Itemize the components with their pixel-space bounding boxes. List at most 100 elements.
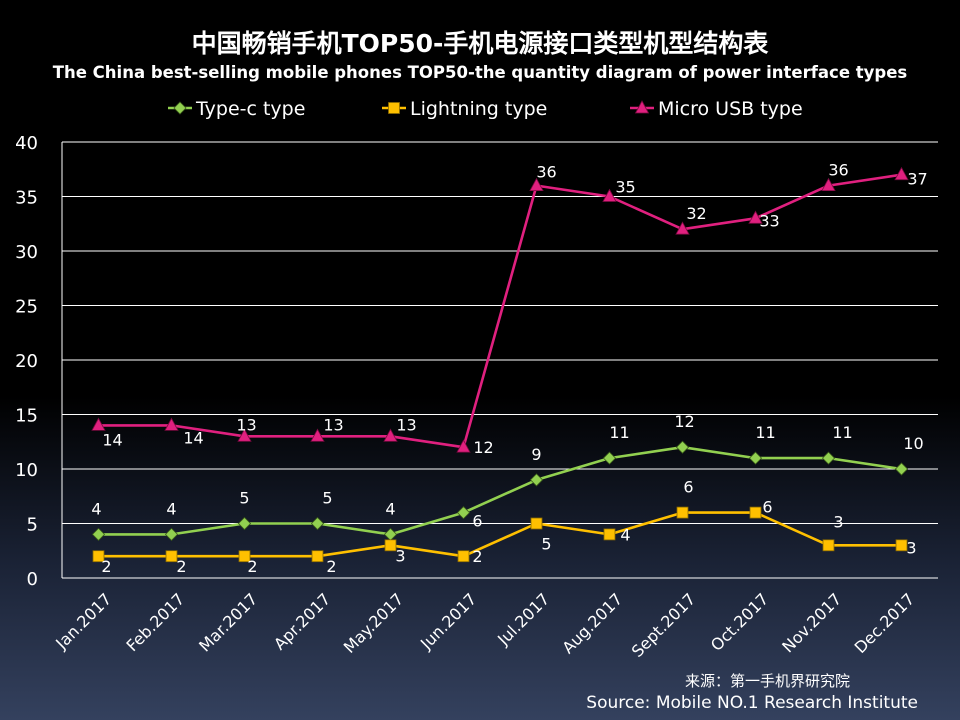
data-label: 5 — [322, 489, 332, 508]
series-line — [98, 173, 902, 449]
data-label: 13 — [396, 415, 416, 434]
x-tick-label: Nov.2017 — [778, 589, 845, 656]
data-label: 2 — [101, 557, 111, 576]
chart-title: 中国畅销手机TOP50-手机电源接口类型机型结构表 — [192, 29, 770, 58]
data-point — [675, 440, 690, 454]
data-point — [237, 516, 252, 531]
chart-subtitle: The China best-selling mobile phones TOP… — [53, 63, 908, 82]
data-point — [164, 417, 179, 431]
data-label: 36 — [828, 161, 848, 180]
data-label: 33 — [759, 211, 779, 230]
y-tick-label: 25 — [15, 297, 38, 318]
legend-item-micro-usb-type: Micro USB type — [630, 98, 803, 120]
data-point — [821, 451, 836, 465]
data-label: 11 — [755, 423, 775, 442]
data-label: 35 — [615, 178, 635, 197]
x-tick-label: Jun.2017 — [416, 589, 480, 653]
legend-label: Type-c type — [195, 98, 305, 120]
y-tick-label: 10 — [15, 460, 38, 481]
data-point — [238, 550, 251, 563]
series-line — [98, 511, 902, 558]
data-point — [529, 177, 544, 192]
data-point — [457, 550, 470, 563]
x-tick-label: Feb.2017 — [122, 589, 188, 655]
data-label: 6 — [683, 478, 693, 497]
data-label: 4 — [91, 499, 101, 518]
data-label: 2 — [247, 557, 257, 576]
legend-label: Micro USB type — [658, 98, 803, 120]
legend-item-lightning-type: Lightning type — [382, 98, 547, 120]
data-label: 12 — [473, 438, 493, 457]
y-tick-label: 40 — [15, 133, 38, 154]
data-label: 3 — [833, 512, 843, 531]
data-point — [894, 462, 909, 476]
data-point — [749, 506, 762, 519]
data-point — [748, 451, 763, 465]
data-point — [456, 506, 471, 520]
data-point — [894, 166, 909, 181]
data-point — [822, 539, 835, 552]
y-tick-label: 35 — [15, 188, 38, 209]
x-tick-label: Sept.2017 — [628, 589, 700, 661]
data-label: 3 — [906, 538, 916, 557]
x-axis: Jan.2017 Feb.2017 Mar.2017 Apr.2017 May.2017… — [51, 589, 918, 661]
legend-marker — [388, 102, 400, 114]
data-label: 36 — [536, 163, 556, 182]
data-label: 4 — [166, 499, 176, 518]
x-tick-label: Aug.2017 — [558, 589, 626, 657]
data-point — [91, 527, 106, 541]
source-en: Source: Mobile NO.1 Research Institute — [586, 693, 918, 713]
data-label: 3 — [395, 546, 405, 565]
source-cn: 来源：第一手机界研究院 — [685, 672, 850, 690]
y-tick-label: 5 — [27, 515, 38, 536]
legend-marker — [634, 100, 650, 114]
data-point — [92, 550, 105, 563]
gridlines — [62, 141, 938, 579]
data-point — [603, 528, 616, 541]
x-tick-label: May.2017 — [340, 589, 408, 657]
x-tick-label: Dec.2017 — [851, 589, 919, 657]
legend-marker — [173, 101, 187, 115]
y-tick-label: 20 — [15, 351, 38, 372]
data-point — [602, 188, 617, 202]
data-point — [310, 516, 325, 531]
x-tick-label: Mar.2017 — [195, 589, 261, 655]
data-point — [748, 210, 763, 224]
data-label: 5 — [541, 535, 551, 554]
data-point — [675, 221, 690, 235]
data-label: 4 — [620, 525, 630, 544]
legend-item-type-c-type: Type-c type — [168, 98, 305, 120]
data-label: 14 — [183, 428, 203, 447]
series-lightning-type: 2 2 2 2 3 2 5 4 6 6 3 3 — [92, 478, 917, 576]
data-label: 4 — [385, 499, 395, 518]
data-point — [529, 473, 544, 487]
data-label: 2 — [472, 547, 482, 566]
data-point — [165, 550, 178, 563]
y-tick-label: 0 — [27, 569, 38, 590]
data-label: 11 — [609, 423, 629, 442]
x-tick-label: Oct.2017 — [707, 589, 772, 654]
data-label: 9 — [531, 445, 541, 464]
data-point — [237, 428, 252, 442]
data-label: 11 — [832, 423, 852, 442]
data-point — [164, 527, 179, 541]
data-point — [821, 177, 836, 192]
data-label: 5 — [239, 489, 249, 508]
x-tick-label: Apr.2017 — [270, 589, 334, 653]
data-label: 6 — [762, 498, 772, 517]
data-label: 37 — [907, 170, 927, 189]
data-label: 32 — [686, 204, 706, 223]
data-point — [456, 439, 471, 453]
data-point — [310, 428, 325, 442]
data-point — [311, 550, 324, 563]
legend-label: Lightning type — [410, 98, 547, 120]
data-point — [91, 417, 106, 431]
legend: Type-c type Lightning type Micro USB type — [168, 98, 803, 120]
x-tick-label: Jul.2017 — [493, 589, 553, 649]
series-micro-usb-type: 14 14 13 13 13 12 36 35 32 33 36 37 — [91, 161, 928, 457]
data-label: 12 — [674, 412, 694, 431]
data-point — [383, 428, 398, 442]
